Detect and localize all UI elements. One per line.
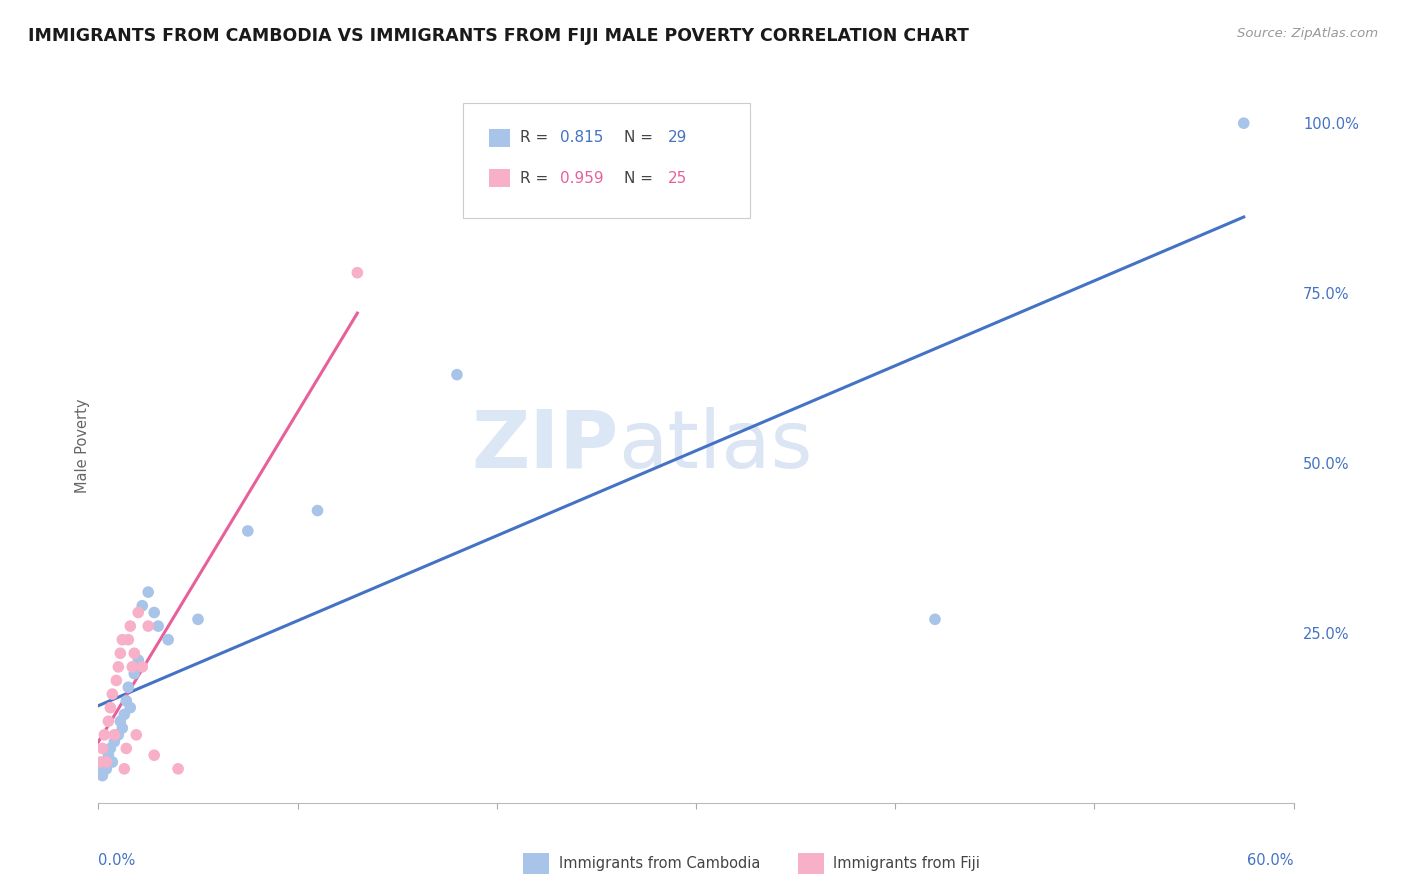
Point bbox=[110, 714, 132, 729]
Point bbox=[131, 660, 153, 674]
Point bbox=[101, 687, 124, 701]
Point bbox=[167, 762, 190, 776]
Text: 29: 29 bbox=[668, 130, 688, 145]
Point bbox=[136, 619, 159, 633]
Point bbox=[103, 734, 125, 748]
Text: 25: 25 bbox=[668, 171, 688, 186]
Point bbox=[91, 769, 114, 783]
Point bbox=[93, 755, 115, 769]
Point bbox=[100, 700, 122, 714]
Text: 0.0%: 0.0% bbox=[98, 853, 135, 868]
FancyBboxPatch shape bbox=[797, 853, 824, 874]
Point bbox=[100, 741, 122, 756]
Text: R =: R = bbox=[520, 171, 553, 186]
Text: IMMIGRANTS FROM CAMBODIA VS IMMIGRANTS FROM FIJI MALE POVERTY CORRELATION CHART: IMMIGRANTS FROM CAMBODIA VS IMMIGRANTS F… bbox=[28, 27, 969, 45]
Point bbox=[1233, 116, 1256, 130]
Point bbox=[157, 632, 180, 647]
Point bbox=[103, 728, 125, 742]
FancyBboxPatch shape bbox=[463, 103, 749, 218]
Point bbox=[111, 632, 134, 647]
Text: Immigrants from Cambodia: Immigrants from Cambodia bbox=[558, 856, 759, 871]
Point bbox=[346, 266, 368, 280]
Point bbox=[120, 700, 142, 714]
Point bbox=[124, 666, 146, 681]
Point bbox=[105, 673, 128, 688]
Point bbox=[125, 728, 148, 742]
FancyBboxPatch shape bbox=[523, 853, 548, 874]
Point bbox=[124, 646, 146, 660]
Point bbox=[93, 728, 115, 742]
Point bbox=[101, 755, 124, 769]
Point bbox=[307, 503, 329, 517]
Point bbox=[127, 653, 149, 667]
Point bbox=[89, 755, 111, 769]
Text: 60.0%: 60.0% bbox=[1247, 853, 1294, 868]
Point bbox=[143, 748, 166, 763]
Point bbox=[187, 612, 209, 626]
Point bbox=[97, 714, 120, 729]
Point bbox=[97, 748, 120, 763]
Point bbox=[924, 612, 946, 626]
Point bbox=[121, 660, 143, 674]
Point bbox=[91, 741, 114, 756]
Point bbox=[127, 606, 149, 620]
Text: ZIP: ZIP bbox=[471, 407, 619, 485]
Point bbox=[117, 680, 139, 694]
Point bbox=[111, 721, 134, 735]
Point bbox=[96, 755, 118, 769]
Point bbox=[148, 619, 170, 633]
Point bbox=[117, 632, 139, 647]
Point bbox=[107, 728, 129, 742]
Text: R =: R = bbox=[520, 130, 553, 145]
FancyBboxPatch shape bbox=[489, 128, 510, 146]
Y-axis label: Male Poverty: Male Poverty bbox=[75, 399, 90, 493]
Point bbox=[115, 741, 138, 756]
Point bbox=[112, 707, 135, 722]
Point bbox=[236, 524, 259, 538]
Point bbox=[112, 762, 135, 776]
FancyBboxPatch shape bbox=[489, 169, 510, 187]
Text: 0.959: 0.959 bbox=[561, 171, 605, 186]
Text: N =: N = bbox=[624, 130, 658, 145]
Point bbox=[89, 762, 111, 776]
Point bbox=[110, 646, 132, 660]
Point bbox=[120, 619, 142, 633]
Point bbox=[115, 694, 138, 708]
Point bbox=[131, 599, 153, 613]
Point bbox=[96, 762, 118, 776]
Point bbox=[107, 660, 129, 674]
Text: N =: N = bbox=[624, 171, 658, 186]
Point bbox=[446, 368, 468, 382]
Point bbox=[136, 585, 159, 599]
Point bbox=[143, 606, 166, 620]
Point bbox=[105, 728, 128, 742]
Text: 0.815: 0.815 bbox=[561, 130, 603, 145]
Text: Immigrants from Fiji: Immigrants from Fiji bbox=[834, 856, 980, 871]
Text: Source: ZipAtlas.com: Source: ZipAtlas.com bbox=[1237, 27, 1378, 40]
Text: atlas: atlas bbox=[619, 407, 813, 485]
